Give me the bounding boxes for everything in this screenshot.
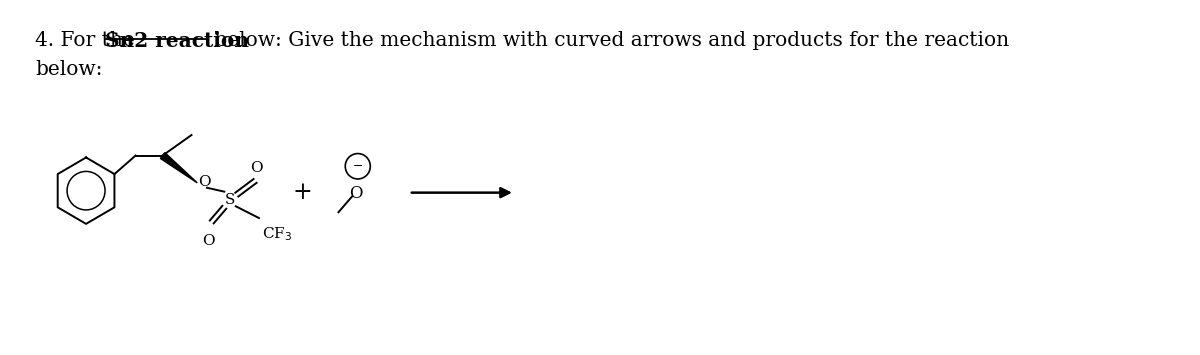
Polygon shape xyxy=(161,153,197,183)
Text: below:: below: xyxy=(35,60,102,79)
Text: CF$_3$: CF$_3$ xyxy=(262,225,292,242)
Text: O: O xyxy=(250,161,263,175)
Text: 4. For the: 4. For the xyxy=(35,31,142,50)
Text: O: O xyxy=(203,234,215,248)
Text: −: − xyxy=(353,160,364,173)
Text: below: Give the mechanism with curved arrows and products for the reaction: below: Give the mechanism with curved ar… xyxy=(209,31,1009,50)
Text: O: O xyxy=(198,175,211,189)
Text: O: O xyxy=(349,185,362,202)
Text: Sn2 reaction: Sn2 reaction xyxy=(106,31,250,50)
Text: +: + xyxy=(293,181,313,204)
Text: S: S xyxy=(224,193,235,207)
